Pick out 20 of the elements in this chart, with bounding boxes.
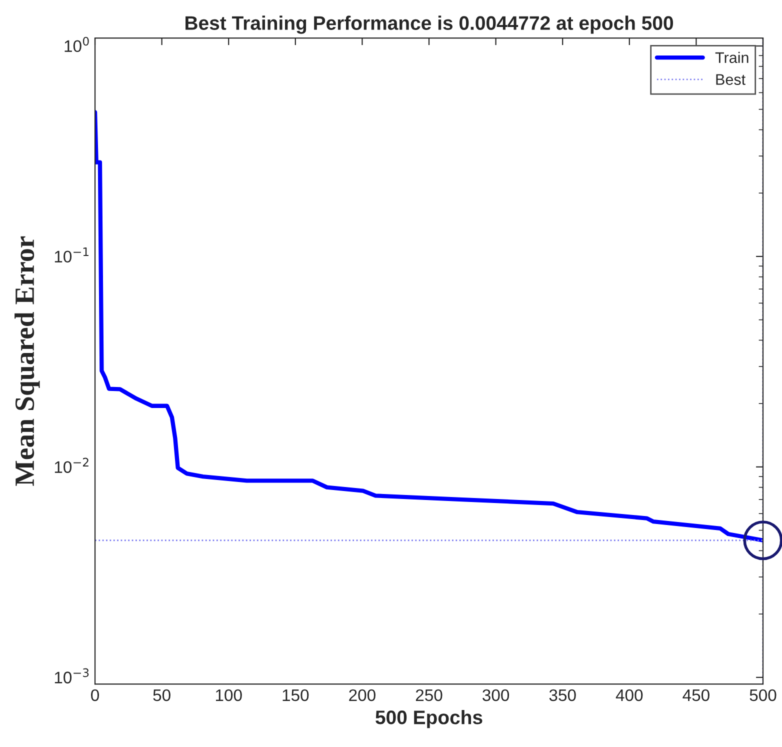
x-tick-label: 200 (349, 689, 376, 702)
legend-label: Train (715, 52, 748, 64)
x-tick-label: 450 (682, 689, 710, 702)
legend-label: Best (716, 74, 746, 85)
x-tick-label: 0 (91, 689, 99, 702)
y-tick-label: 10$^{0}$ (64, 36, 89, 52)
x-tick-label: 250 (416, 689, 442, 702)
x-tick-label: 150 (282, 689, 309, 702)
y-axis-title: Mean Squared Error (14, 236, 40, 486)
x-tick-label: 500 (750, 689, 776, 702)
x-axis-title: 500 Epochs (376, 710, 482, 728)
x-tick-label: 350 (549, 689, 576, 702)
y-tick-label: 10$^{−2}$ (54, 458, 88, 473)
x-tick-label: 100 (216, 689, 242, 702)
x-tick-label: 50 (153, 689, 170, 702)
y-tick-label: 10$^{−3}$ (54, 668, 89, 684)
chart-title: Best Training Performance is 0.0044772 at epoch 500 (186, 16, 674, 34)
x-tick-label: 300 (482, 689, 510, 702)
y-tick-label: 10$^{−1}$ (54, 247, 88, 263)
x-tick-label: 400 (616, 689, 643, 702)
